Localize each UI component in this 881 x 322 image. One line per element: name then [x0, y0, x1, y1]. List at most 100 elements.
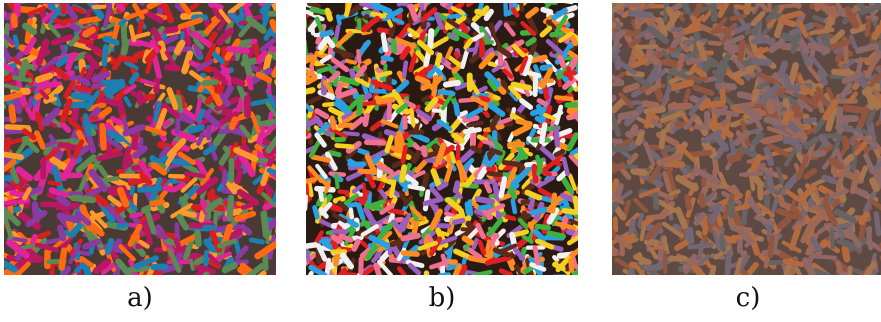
- sprinkle: [641, 100, 660, 109]
- sprinkle: [417, 240, 438, 251]
- sprinkle: [761, 166, 775, 176]
- sprinkle: [269, 165, 276, 174]
- sprinkle: [343, 3, 353, 18]
- sprinkle: [717, 3, 730, 18]
- sprinkle: [196, 108, 205, 123]
- sprinkle: [133, 255, 159, 270]
- sprinkle: [484, 239, 492, 258]
- sprinkle: [687, 149, 713, 158]
- sprinkle: [151, 53, 162, 80]
- sprinkle: [463, 127, 482, 135]
- sprinkle: [829, 73, 850, 80]
- sprinkle: [871, 24, 881, 41]
- sprinkle: [166, 87, 179, 111]
- sprinkle: [307, 3, 322, 9]
- sprinkle: [615, 137, 634, 149]
- sprinkle: [337, 200, 349, 212]
- sprinkle: [203, 249, 210, 267]
- sprinkle: [239, 124, 252, 140]
- sprinkle: [430, 36, 449, 50]
- sprinkle: [380, 176, 395, 185]
- sprinkle: [356, 18, 362, 31]
- sprinkle: [221, 169, 228, 186]
- sprinkle: [261, 122, 276, 139]
- sprinkle: [317, 187, 325, 202]
- sprinkle: [215, 251, 232, 262]
- sprinkle: [693, 211, 707, 226]
- sprinkle: [777, 60, 789, 78]
- sprinkle: [386, 169, 402, 180]
- sprinkle: [713, 133, 730, 152]
- sprinkle: [784, 189, 808, 207]
- sprinkle: [271, 189, 276, 203]
- sprinkle: [333, 136, 347, 143]
- sprinkle: [306, 177, 317, 184]
- sprinkle: [395, 102, 409, 114]
- sprinkle: [477, 239, 487, 256]
- sprinkle: [431, 108, 444, 114]
- sprinkle: [841, 71, 863, 85]
- sprinkle: [195, 58, 214, 72]
- sprinkle: [368, 148, 390, 162]
- sprinkle: [449, 151, 457, 164]
- sprinkle: [239, 6, 245, 22]
- sprinkle: [362, 100, 380, 107]
- sprinkle: [541, 83, 550, 101]
- sprinkle: [64, 52, 76, 72]
- sprinkle: [4, 91, 23, 102]
- sprinkle: [333, 24, 341, 42]
- sprinkle: [392, 150, 412, 160]
- sprinkle: [182, 237, 195, 261]
- sprinkle: [612, 25, 619, 35]
- sprinkle: [776, 208, 798, 220]
- sprinkle: [11, 57, 25, 67]
- sprinkle: [671, 3, 685, 12]
- sprinkle: [162, 26, 179, 34]
- sprinkle: [128, 71, 140, 85]
- sprinkle: [631, 48, 645, 62]
- sprinkle: [306, 87, 316, 95]
- sprinkle: [690, 164, 699, 181]
- sprinkle: [152, 230, 168, 240]
- sprinkle: [617, 110, 639, 120]
- sprinkle: [536, 157, 544, 176]
- sprinkle: [474, 8, 490, 17]
- sprinkle: [122, 124, 146, 137]
- sprinkle: [216, 111, 240, 127]
- sprinkle: [710, 3, 718, 22]
- sprinkle: [750, 153, 763, 173]
- sprinkle: [4, 62, 15, 73]
- sprinkle: [863, 153, 876, 175]
- sprinkle: [658, 128, 667, 150]
- sprinkle: [852, 130, 876, 147]
- sprinkle: [708, 264, 717, 275]
- sprinkle: [841, 245, 851, 263]
- sprinkle: [383, 7, 404, 22]
- sprinkle: [56, 194, 71, 207]
- sprinkle: [370, 155, 382, 166]
- sprinkle: [126, 39, 143, 47]
- sprinkle: [483, 153, 501, 172]
- sprinkle: [356, 48, 362, 65]
- sprinkle: [835, 260, 845, 275]
- sprinkle: [824, 188, 850, 201]
- sprinkle: [17, 58, 29, 82]
- sprinkle: [718, 233, 727, 253]
- sprinkle: [368, 234, 391, 249]
- sprinkle: [21, 22, 38, 36]
- sprinkle: [662, 170, 672, 193]
- sprinkle: [34, 72, 54, 83]
- sprinkle: [569, 147, 578, 156]
- sprinkle: [167, 248, 182, 273]
- sprinkle: [178, 94, 188, 121]
- sprinkle: [612, 81, 625, 87]
- sprinkle: [656, 16, 668, 38]
- sprinkle: [507, 131, 515, 143]
- sprinkle: [507, 85, 522, 100]
- sprinkle: [836, 224, 845, 240]
- sprinkle: [746, 262, 759, 275]
- sprinkle: [315, 163, 328, 179]
- sprinkle: [146, 3, 164, 10]
- sprinkle: [612, 96, 628, 114]
- sprinkle: [415, 108, 432, 122]
